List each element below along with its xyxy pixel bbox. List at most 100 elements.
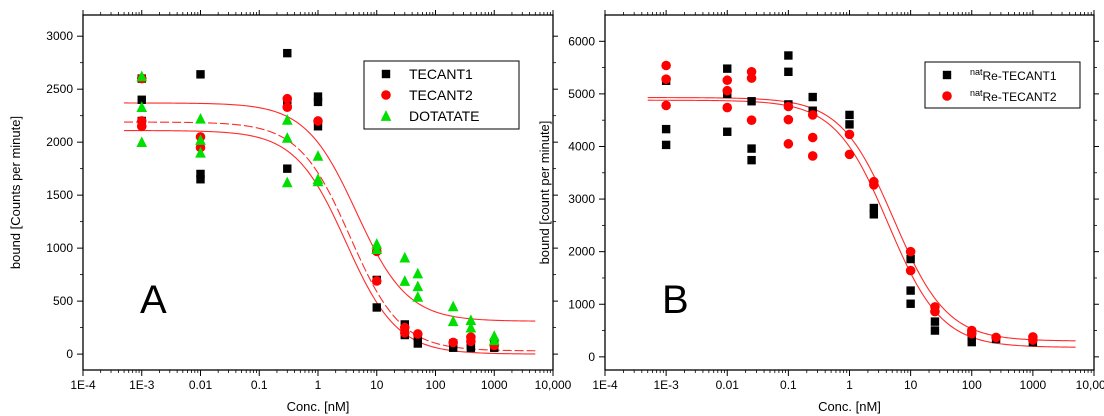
legend-box	[924, 61, 1081, 109]
data-point	[196, 70, 205, 79]
data-point	[282, 102, 293, 112]
legend-marker	[942, 70, 952, 80]
y-axis-title: bound [Counts per minute]	[8, 116, 23, 269]
x-axis-title: Conc. [nM]	[287, 399, 350, 414]
legend-label: DOTATATE	[409, 108, 480, 124]
data-point	[195, 134, 206, 145]
fit-curve-2	[647, 97, 1076, 342]
x-tick-label: 1	[315, 378, 322, 392]
data-point	[783, 101, 794, 112]
x-tick-label: 1	[846, 378, 853, 392]
x-tick-label: 1000	[481, 378, 508, 392]
legend-label-superscript: nat	[970, 88, 983, 98]
data-point	[371, 243, 383, 255]
data-point	[661, 60, 671, 71]
y-tick-label: 3000	[46, 29, 73, 43]
data-point	[930, 306, 940, 317]
data-point	[136, 121, 147, 132]
data-point	[1028, 335, 1038, 345]
x-tick-label: 100	[425, 378, 445, 392]
fit-curves	[124, 102, 536, 355]
data-point	[906, 299, 915, 308]
legend-marker	[381, 90, 391, 100]
x-tick-label: 0.1	[780, 378, 797, 392]
panel-label: B	[662, 278, 689, 322]
data-point	[371, 276, 382, 286]
data-point	[783, 114, 794, 125]
y-tick-label: 2500	[46, 82, 73, 96]
legend: TECANT1 TECANT2 DOTATATE	[363, 60, 520, 130]
y-tick-label: 1000	[568, 297, 595, 311]
panel-label: A	[140, 278, 167, 322]
data-point	[722, 75, 733, 86]
data-point	[448, 343, 458, 352]
y-tick-label: 2000	[568, 245, 595, 259]
data-point	[399, 251, 411, 263]
data-point	[447, 315, 459, 327]
data-point	[869, 180, 879, 190]
data-point	[661, 100, 671, 111]
data-point	[399, 275, 411, 286]
data-point	[966, 328, 977, 339]
data-point	[747, 155, 756, 165]
y-tick-label: 500	[53, 294, 73, 308]
data-point	[807, 132, 818, 143]
fit-curve-1	[124, 102, 536, 322]
data-point	[313, 92, 323, 101]
series-dotatate	[136, 70, 500, 346]
legend-label-text: Re-TECANT1	[983, 69, 1057, 83]
data-point	[747, 144, 756, 153]
legend-label: TECANT2	[409, 87, 473, 103]
data-point	[930, 317, 940, 326]
data-point	[869, 203, 879, 213]
data-point	[723, 64, 732, 73]
x-tick-label: 10,000	[535, 378, 572, 392]
y-tick-label: 0	[588, 350, 595, 364]
x-tick-label: 1E-3	[653, 378, 679, 392]
data-point	[869, 210, 879, 219]
data-point	[488, 334, 500, 346]
data-point	[413, 339, 423, 348]
data-point	[807, 110, 818, 120]
data-point	[412, 291, 424, 302]
data-point	[195, 113, 206, 124]
data-point	[661, 140, 671, 150]
data-point	[399, 328, 410, 338]
data-point	[313, 116, 323, 126]
legend-label: TECANT1	[409, 66, 473, 82]
data-point	[808, 92, 817, 102]
data-point	[196, 175, 205, 184]
x-tick-label: 1000	[1020, 378, 1047, 392]
data-point	[196, 169, 205, 179]
data-point	[844, 149, 855, 160]
data-point	[283, 164, 292, 173]
data-point	[784, 51, 793, 60]
data-point	[930, 326, 940, 335]
data-point	[905, 265, 916, 276]
x-tick-label: 10	[904, 378, 918, 392]
legend-marker	[942, 91, 952, 101]
data-point	[136, 101, 148, 113]
data-point	[136, 136, 148, 147]
y-tick-label: 4000	[568, 139, 595, 153]
data-point	[746, 115, 757, 125]
fit-curve-3	[124, 129, 536, 355]
x-tick-label: 0.01	[189, 378, 213, 392]
y-tick-label: 1000	[46, 241, 73, 255]
data-point	[281, 132, 293, 143]
data-point	[661, 74, 671, 84]
fit-curve-1	[647, 99, 1076, 348]
data-point	[722, 102, 733, 113]
data-point	[807, 151, 818, 161]
data-point	[661, 124, 671, 134]
data-point	[137, 95, 146, 104]
data-point	[466, 343, 476, 352]
x-tick-label: 0.1	[251, 378, 268, 392]
data-point	[967, 337, 976, 347]
fit-curve-2	[124, 121, 536, 352]
x-tick-label: 10	[370, 378, 384, 392]
y-tick-label: 2000	[46, 135, 73, 149]
x-tick-label: 1E-4	[592, 378, 618, 392]
